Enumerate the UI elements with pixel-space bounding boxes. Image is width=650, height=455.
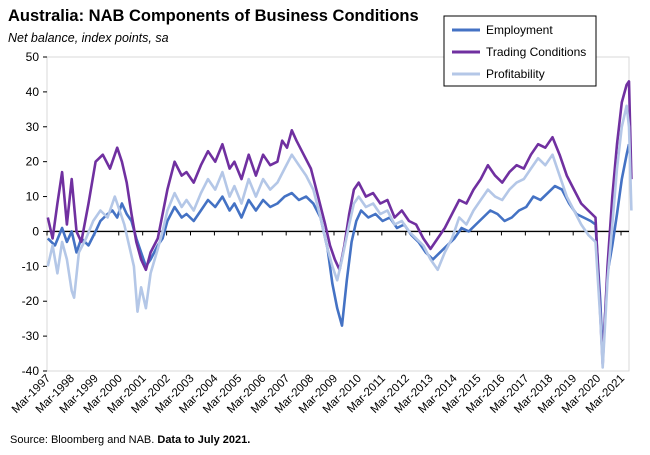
y-tick-label: 20 xyxy=(26,155,40,169)
y-tick-label: 10 xyxy=(26,190,40,204)
series-line-employment xyxy=(46,143,631,359)
chart-title: Australia: NAB Components of Business Co… xyxy=(8,7,419,25)
y-tick-label: -30 xyxy=(22,329,40,343)
source-text: Source: Bloomberg and NAB. xyxy=(10,434,155,446)
series-line-profitability xyxy=(46,104,633,369)
data-date-note: Data to July 2021. xyxy=(157,434,251,446)
y-tick-label: 0 xyxy=(32,224,39,238)
y-tick-label: 50 xyxy=(26,50,40,64)
y-tick-label: 40 xyxy=(26,85,40,99)
y-tick-label: -10 xyxy=(22,259,40,273)
legend-label-trading-conditions: Trading Conditions xyxy=(486,45,586,59)
y-tick-label: -40 xyxy=(22,364,40,378)
y-tick-label: -20 xyxy=(22,294,40,308)
y-tick-label: 30 xyxy=(26,120,40,134)
chart-subtitle: Net balance, index points, sa xyxy=(8,31,169,45)
source-note: Source: Bloomberg and NAB. Data to July … xyxy=(10,434,250,446)
legend-label-employment: Employment xyxy=(486,23,553,37)
legend-label-profitability: Profitability xyxy=(486,67,545,81)
plot-frame xyxy=(46,56,630,372)
series-line-trading-conditions xyxy=(46,80,633,366)
